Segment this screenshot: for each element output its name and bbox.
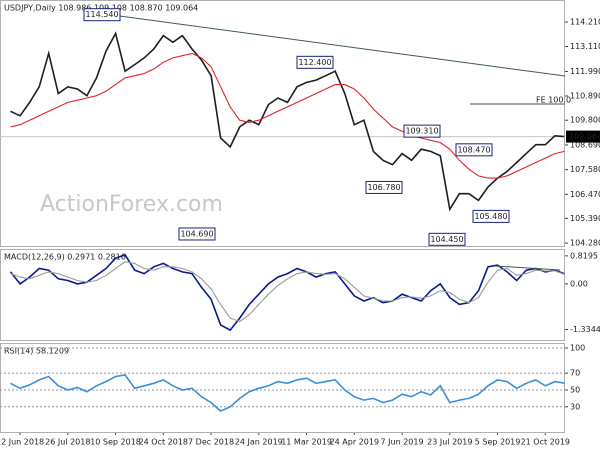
watermark: ActionForex.com xyxy=(40,192,223,217)
y-tick-label: 105.390 xyxy=(570,214,600,223)
y-tick-label: 106.470 xyxy=(570,190,600,199)
x-tick-label: 12 Jun 2018 xyxy=(0,438,44,447)
y-tick-label: 110.890 xyxy=(570,91,600,100)
annotation-box xyxy=(365,180,403,194)
annotation-box xyxy=(403,124,441,138)
x-tick-label: 7 Dec 2018 xyxy=(188,438,234,447)
series-line xyxy=(10,31,565,212)
annotation-label: 112.400 xyxy=(298,58,331,67)
panel-title: MACD(12,26,9) 0.2971 0.2816 xyxy=(4,253,126,262)
fe-label: FE 100.0 xyxy=(536,96,571,105)
annotation-box xyxy=(296,55,334,69)
x-tick-label: 7 Jun 2019 xyxy=(381,438,424,447)
y-tick-label: 100 xyxy=(570,343,585,352)
y-tick-label: 104.280 xyxy=(570,239,600,248)
y-tick-label: 50 xyxy=(570,385,580,394)
annotation-label: 105.480 xyxy=(474,212,507,221)
annotation-label: 104.690 xyxy=(180,229,213,238)
x-tick-label: 21 Oct 2019 xyxy=(521,438,570,447)
x-tick-label: 5 Sep 2019 xyxy=(475,438,521,447)
trend-line xyxy=(89,11,566,77)
y-tick-label: 107.580 xyxy=(570,165,600,174)
x-tick-label: 10 Sep 2018 xyxy=(90,438,141,447)
x-tick-label: 11 Mar 2019 xyxy=(281,438,332,447)
x-tick-label: 24 Jan 2019 xyxy=(235,438,283,447)
panel-title: USDJPY,Daily 108.986 109.108 108.870 109… xyxy=(4,4,198,13)
y-tick-label: 70 xyxy=(570,369,580,378)
x-tick-label: 24 Oct 2018 xyxy=(139,438,188,447)
annotation-box xyxy=(83,8,121,22)
annotation-label: 106.780 xyxy=(367,183,400,192)
annotation-label: 104.450 xyxy=(430,235,463,244)
last-price-label: 109.064 xyxy=(569,132,600,141)
panel-frame xyxy=(0,249,565,341)
x-tick-label: 23 Jul 2019 xyxy=(427,438,472,447)
annotation-label: 108.470 xyxy=(457,145,490,154)
series-line xyxy=(10,261,565,323)
y-tick-label: 114.210 xyxy=(570,18,600,27)
annotation-label: 114.540 xyxy=(85,10,118,19)
annotation-box xyxy=(178,227,216,241)
annotation-label: 109.310 xyxy=(405,127,438,136)
y-tick-label: 111.990 xyxy=(570,67,600,76)
y-tick-label: -1.3344 xyxy=(570,325,600,334)
macd-trend xyxy=(494,265,561,271)
y-tick-label: 0.8195 xyxy=(570,251,598,260)
y-tick-label: 109.800 xyxy=(570,116,600,125)
annotation-box xyxy=(472,209,510,223)
y-tick-label: 108.690 xyxy=(570,140,600,149)
series-line xyxy=(10,374,565,412)
x-tick-label: 24 Apr 2019 xyxy=(330,438,379,447)
panel-frame xyxy=(0,343,565,433)
y-tick-label: 113.110 xyxy=(570,42,600,51)
series-line xyxy=(9,253,565,332)
series-line xyxy=(10,52,565,179)
annotation-box xyxy=(428,232,466,246)
panel-frame xyxy=(0,0,565,247)
x-tick-label: 26 Jul 2018 xyxy=(45,438,90,447)
last-price-tag xyxy=(566,130,600,143)
panel-title: RSI(14) 58.1209 xyxy=(4,347,69,356)
y-tick-label: 30 xyxy=(570,402,580,411)
y-tick-label: 0.00 xyxy=(570,279,588,288)
annotation-box xyxy=(455,143,493,157)
